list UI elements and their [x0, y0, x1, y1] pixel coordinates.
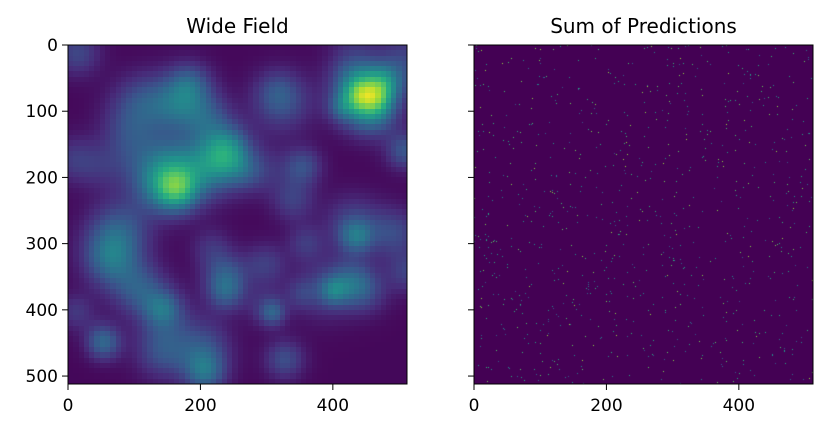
x-tick-label: 200 — [590, 396, 622, 416]
y-tick-label: 400 — [26, 301, 58, 321]
sum-predictions-frame — [473, 44, 814, 385]
wide-field-title: Wide Field — [186, 14, 288, 38]
wide-field-y-ticks: 0 100 200 300 400 500 — [26, 36, 68, 387]
x-tick-label: 200 — [184, 396, 216, 416]
x-tick-label: 400 — [317, 396, 349, 416]
sum-predictions-panel: Sum of Predictions 0 200 400 — [468, 14, 814, 416]
y-tick-label: 200 — [26, 168, 58, 188]
wide-field-panel: Wide Field 0 200 400 0 100 200 300 400 500 — [26, 14, 408, 416]
sum-predictions-image — [474, 45, 813, 384]
sum-predictions-title: Sum of Predictions — [550, 14, 737, 38]
y-tick-label: 0 — [47, 36, 58, 56]
x-tick-label: 0 — [469, 396, 480, 416]
sum-predictions-x-ticks: 0 200 400 — [469, 384, 755, 416]
wide-field-x-ticks: 0 200 400 — [63, 384, 349, 416]
y-tick-label: 500 — [26, 367, 58, 387]
wide-field-frame — [67, 44, 408, 385]
x-tick-label: 0 — [63, 396, 74, 416]
y-tick-label: 300 — [26, 235, 58, 255]
sum-predictions-y-ticks — [468, 44, 474, 377]
x-tick-label: 400 — [723, 396, 755, 416]
wide-field-image — [68, 45, 407, 384]
y-tick-label: 100 — [26, 102, 58, 122]
